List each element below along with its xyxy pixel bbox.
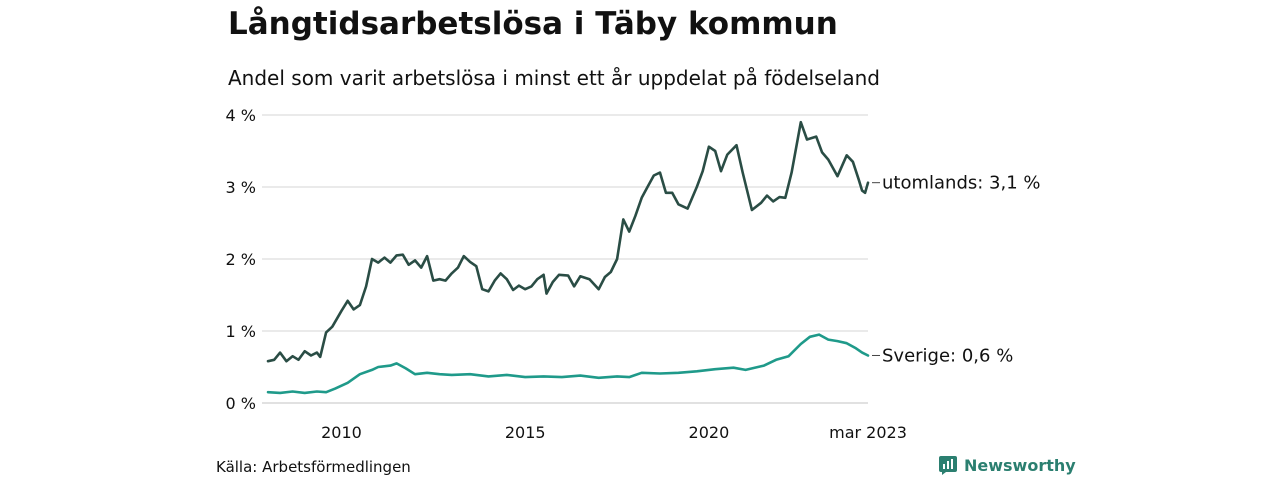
y-tick-label: 0 % (226, 394, 256, 413)
x-tick-label: mar 2023 (829, 423, 907, 442)
brand-name: Newsworthy (964, 455, 1076, 475)
x-axis-ticks: 2010 2015 2020 mar 2023 (321, 423, 907, 442)
x-tick-label: 2015 (505, 423, 546, 442)
chart-subtitle: Andel som varit arbetslösa i minst ett å… (228, 66, 880, 90)
y-tick-label: 4 % (226, 106, 256, 125)
source-note: Källa: Arbetsförmedlingen (216, 458, 411, 476)
gridlines (262, 114, 868, 404)
series-label-sverige: Sverige: 0,6 % (882, 345, 1013, 366)
y-tick-label: 1 % (226, 322, 256, 341)
series-line-sverige (266, 333, 870, 395)
brand-logo: Newsworthy (938, 455, 1076, 475)
series-end-labels: utomlands: 3,1 % Sverige: 0,6 % (872, 173, 1041, 366)
x-tick-label: 2020 (689, 423, 730, 442)
y-tick-label: 2 % (226, 250, 256, 269)
series-lines (266, 120, 870, 395)
series-line-utomlands (266, 120, 870, 363)
y-tick-label: 3 % (226, 178, 256, 197)
x-tick-label: 2010 (321, 423, 362, 442)
y-axis-ticks: 0 % 1 % 2 % 3 % 4 % (226, 106, 256, 413)
newsworthy-logo-icon (939, 456, 957, 475)
chart-title: Långtidsarbetslösa i Täby kommun (228, 6, 838, 42)
series-label-utomlands: utomlands: 3,1 % (882, 173, 1041, 194)
